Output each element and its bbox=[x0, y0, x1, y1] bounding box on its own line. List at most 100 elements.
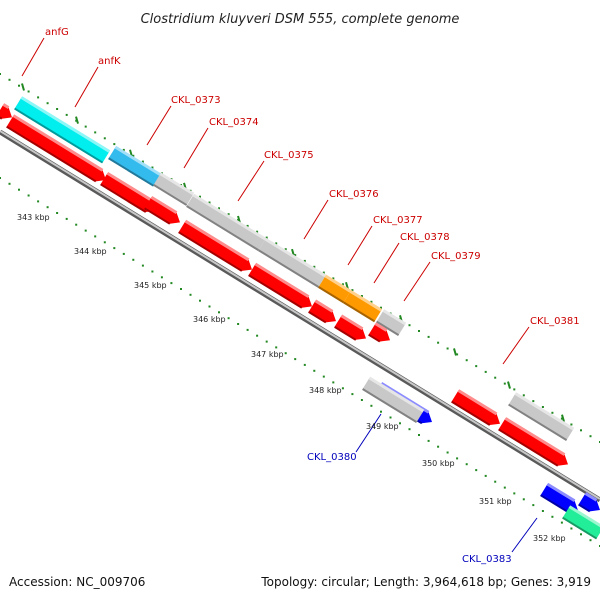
gene-shadow bbox=[343, 301, 376, 323]
gene-shadow bbox=[562, 516, 598, 540]
gene-ckl0381 bbox=[508, 392, 575, 441]
gene-label-ckl0376[interactable]: CKL_0376 bbox=[329, 189, 379, 200]
ruler-dot-inner bbox=[218, 311, 220, 314]
gene-red-arrow bbox=[178, 219, 252, 272]
ruler-dot-outer bbox=[0, 73, 1, 75]
gene-blue-arrow bbox=[540, 482, 578, 513]
gene-body bbox=[376, 310, 406, 336]
ruler-dot-outer bbox=[84, 125, 87, 128]
gene-shadow bbox=[318, 286, 345, 304]
gene-body bbox=[334, 315, 366, 340]
gene-shadow bbox=[14, 107, 104, 164]
ruler-dot-outer bbox=[294, 254, 297, 257]
gene-label-anfK[interactable]: anfK bbox=[98, 56, 121, 67]
ruler-dot-inner bbox=[27, 194, 30, 197]
ruler-dot-inner bbox=[494, 480, 497, 483]
ruler-dot-outer bbox=[494, 376, 497, 379]
gene-body bbox=[14, 97, 110, 163]
ruler-dot-inner bbox=[446, 451, 449, 454]
gene-shadow bbox=[498, 428, 559, 467]
ruler-dot-outer bbox=[8, 78, 11, 81]
gene-highlight bbox=[504, 417, 566, 456]
ruler-dot-inner bbox=[256, 334, 259, 337]
gene-body bbox=[343, 291, 382, 322]
gene-highlight bbox=[184, 219, 250, 262]
gene-red-arrow bbox=[451, 389, 500, 426]
gene-label-ckl0378[interactable]: CKL_0378 bbox=[400, 232, 450, 243]
leader-anfG bbox=[21, 37, 45, 77]
ruler-dot-inner bbox=[399, 422, 401, 425]
ruler-dot-inner bbox=[227, 317, 230, 320]
ruler-major-tick bbox=[75, 116, 79, 124]
gene-label-ckl0373[interactable]: CKL_0373 bbox=[171, 95, 221, 106]
gene-shadow bbox=[451, 400, 491, 426]
gene-anfG bbox=[0, 103, 12, 120]
gene-label-ckl0379[interactable]: CKL_0379 bbox=[431, 251, 481, 262]
ruler-dot-outer bbox=[103, 137, 106, 140]
ruler-dot-inner bbox=[8, 182, 11, 185]
gene-shadow bbox=[0, 116, 3, 120]
ruler-dot-outer bbox=[418, 330, 420, 332]
ruler-dot-outer bbox=[532, 400, 535, 403]
ruler-dot-inner bbox=[65, 217, 68, 220]
label-leader-lines bbox=[21, 37, 538, 553]
gene-label-ckl0374[interactable]: CKL_0374 bbox=[209, 117, 259, 128]
gene-label-ckl0377[interactable]: CKL_0377 bbox=[373, 215, 423, 226]
ruler-dot-outer bbox=[541, 406, 544, 408]
gene-highlight bbox=[159, 172, 195, 196]
ruler-dot-inner bbox=[551, 515, 554, 518]
gene-body bbox=[178, 221, 252, 271]
ruler-dot-outer bbox=[218, 207, 220, 210]
ruler-dot-inner bbox=[427, 439, 430, 442]
ruler-dot-inner bbox=[275, 346, 278, 349]
ruler-dot-inner bbox=[360, 399, 363, 401]
leader-ckl0375 bbox=[237, 160, 265, 202]
ruler-dot-outer bbox=[284, 248, 287, 251]
ruler-dot-inner bbox=[341, 387, 344, 390]
topology-text: Topology: circular; Length: 3,964,618 bp… bbox=[260, 575, 591, 589]
ruler-dot-inner bbox=[322, 375, 325, 378]
ruler-dot-inner bbox=[189, 293, 192, 296]
gene-highlight bbox=[382, 309, 407, 326]
gene-label-ckl0381[interactable]: CKL_0381 bbox=[530, 316, 580, 327]
gene-body bbox=[508, 393, 574, 441]
gene-label-anfG[interactable]: anfG bbox=[45, 27, 69, 38]
ruler-dot-inner bbox=[465, 463, 468, 466]
kbp-label: 347 kbp bbox=[251, 350, 284, 359]
gene-label-ckl0375[interactable]: CKL_0375 bbox=[264, 150, 314, 161]
gene-highlight bbox=[374, 322, 388, 332]
gene-red-arrow bbox=[498, 417, 568, 467]
gene-shadow bbox=[248, 274, 303, 309]
gene-ckl0378 bbox=[343, 290, 383, 323]
ruler-dot-outer bbox=[56, 108, 59, 110]
leader-ckl0378 bbox=[373, 242, 400, 284]
ruler-dot-inner bbox=[484, 474, 487, 477]
ruler-dot-outer bbox=[427, 335, 430, 338]
ruler-dot-outer bbox=[141, 160, 144, 163]
gene-highlight bbox=[368, 376, 425, 413]
ruler-dot-inner bbox=[541, 510, 544, 512]
ruler-dot-inner bbox=[332, 381, 335, 384]
ruler-dot-inner bbox=[0, 177, 1, 179]
gene-label-ckl0383[interactable]: CKL_0383 bbox=[462, 554, 512, 565]
gene-highlight bbox=[546, 482, 576, 503]
ruler-dot-inner bbox=[132, 258, 135, 261]
gene-body bbox=[248, 264, 312, 308]
ruler-dot-inner bbox=[437, 445, 440, 448]
leader-ckl0374 bbox=[183, 127, 209, 169]
ruler-dot-inner bbox=[456, 457, 459, 460]
gene-highlight bbox=[114, 145, 162, 177]
gene-highlight bbox=[2, 103, 10, 109]
ruler-dot-outer bbox=[560, 417, 563, 420]
gene-body bbox=[144, 197, 180, 224]
gene-highlight bbox=[264, 237, 327, 278]
gene-shadow bbox=[578, 503, 591, 513]
ruler-dot-inner bbox=[56, 212, 59, 214]
ruler-dot-inner bbox=[46, 206, 49, 209]
gene-body bbox=[100, 173, 156, 212]
gene-body bbox=[108, 147, 161, 186]
ruler-dot-inner bbox=[37, 200, 40, 203]
gene-label-ckl0380[interactable]: CKL_0380 bbox=[307, 452, 357, 463]
gene-highlight bbox=[254, 262, 310, 298]
ruler-dot-outer bbox=[446, 347, 449, 350]
